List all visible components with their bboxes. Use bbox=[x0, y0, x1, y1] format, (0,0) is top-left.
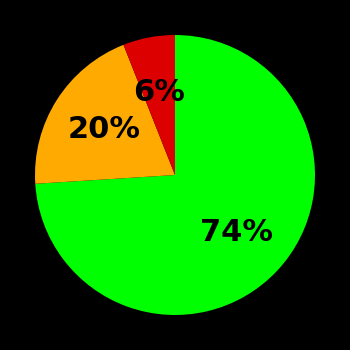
Text: 20%: 20% bbox=[68, 116, 141, 145]
Wedge shape bbox=[35, 35, 315, 315]
Text: 6%: 6% bbox=[133, 78, 185, 107]
Text: 74%: 74% bbox=[200, 218, 273, 247]
Wedge shape bbox=[35, 45, 175, 184]
Wedge shape bbox=[124, 35, 175, 175]
